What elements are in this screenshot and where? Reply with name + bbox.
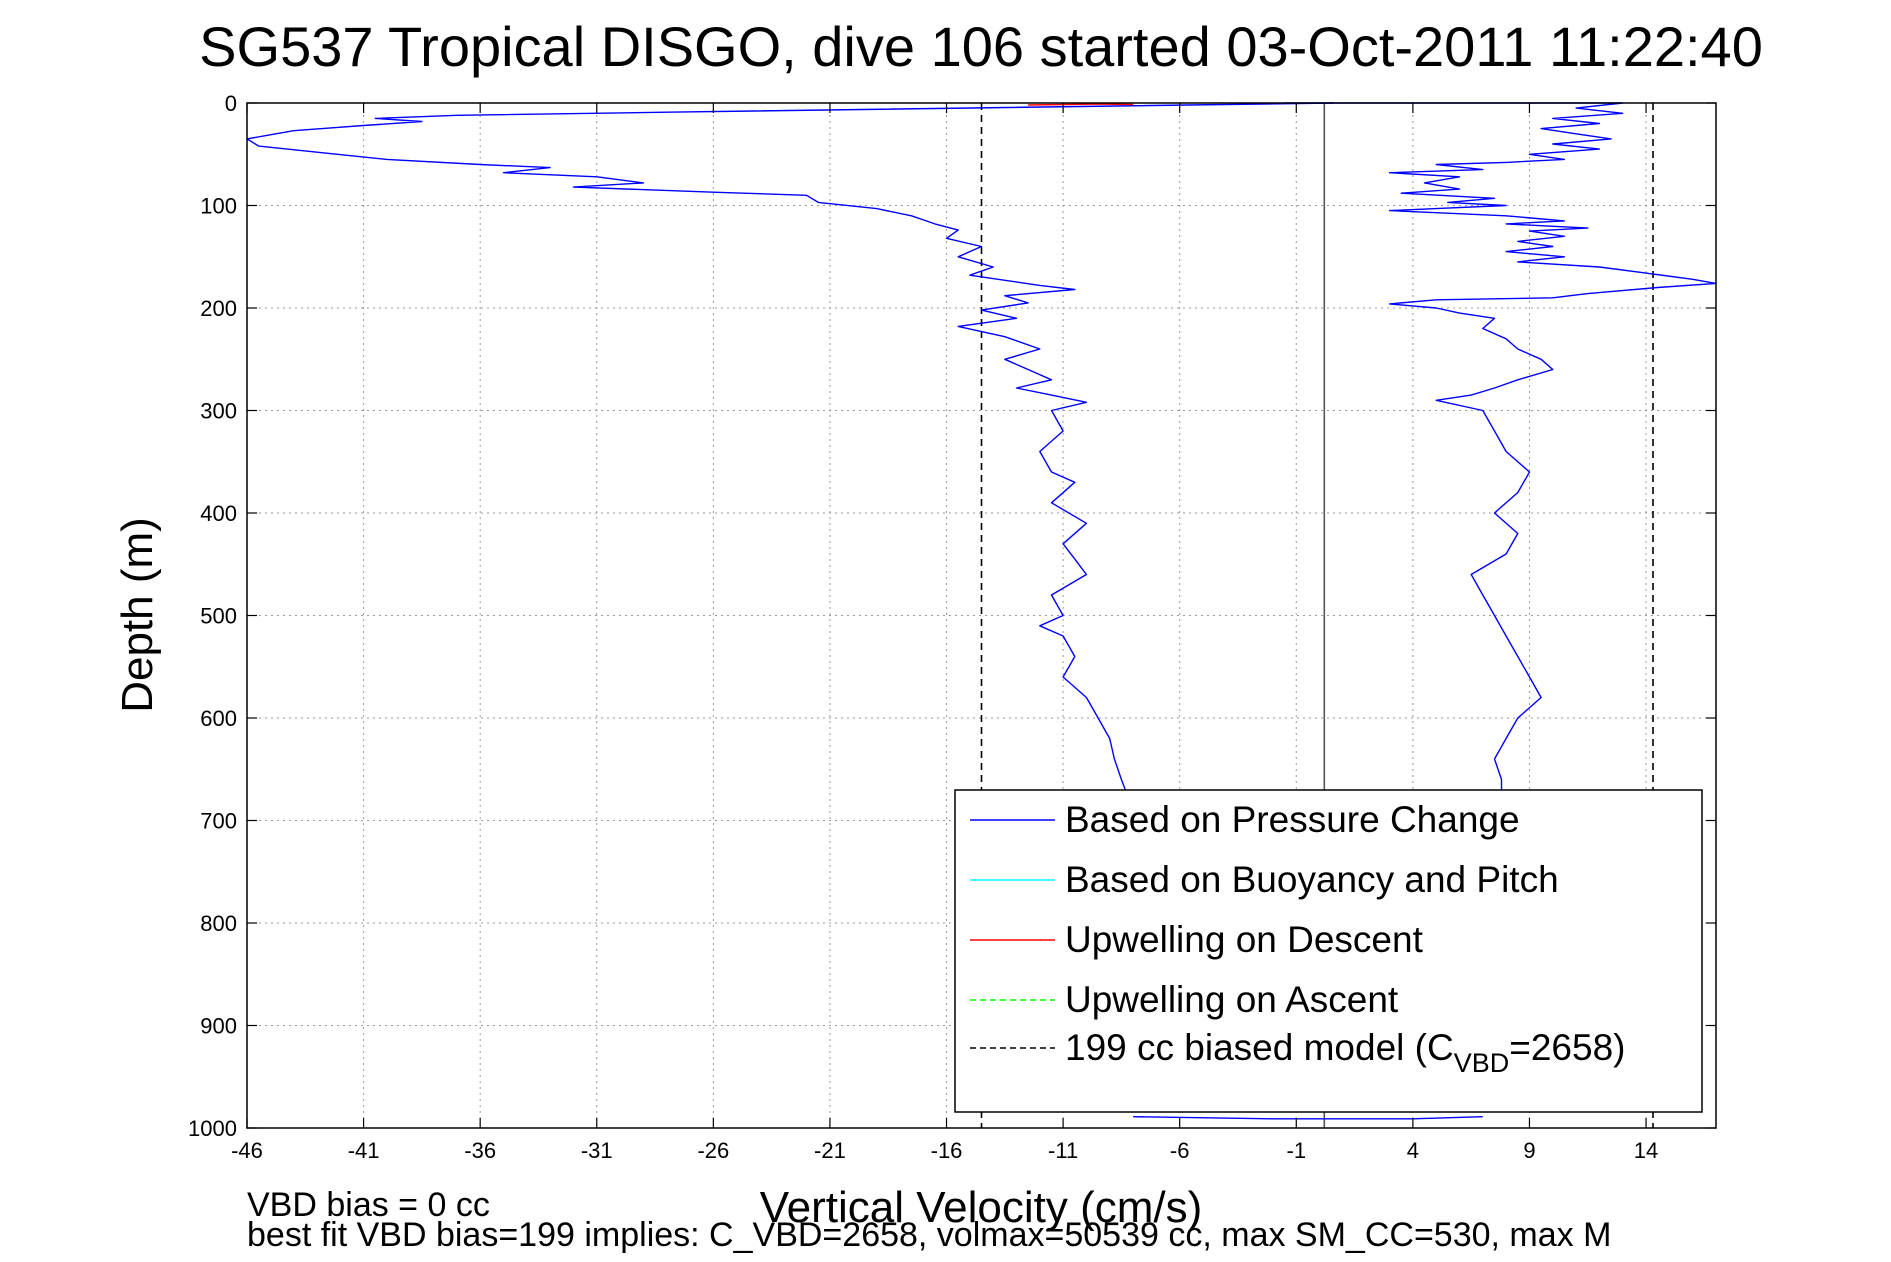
y-tick-label: 700	[200, 809, 237, 834]
y-tick-label: 0	[225, 91, 237, 116]
legend-label-subscript: VBD	[1454, 1048, 1510, 1078]
series-line-upwelling-on-descent	[1028, 103, 1134, 106]
x-tick-label: -46	[231, 1138, 263, 1163]
y-tick-label: 100	[200, 194, 237, 219]
x-tick-label: -41	[348, 1138, 380, 1163]
x-tick-label: -26	[697, 1138, 729, 1163]
chart-title: SG537 Tropical DISGO, dive 106 started 0…	[199, 15, 1763, 78]
y-tick-label: 500	[200, 604, 237, 629]
x-tick-label: -16	[931, 1138, 963, 1163]
y-tick-label: 200	[200, 296, 237, 321]
best-fit-note: best fit VBD bias=199 implies: C_VBD=265…	[247, 1216, 1611, 1254]
legend-label: Upwelling on Descent	[1065, 919, 1424, 960]
x-tick-label: -31	[581, 1138, 613, 1163]
x-tick-label: -36	[464, 1138, 496, 1163]
y-tick-label: 600	[200, 706, 237, 731]
series-line-based-on-pressure-change	[1284, 102, 1717, 798]
series-line-based-on-pressure-change	[246, 102, 1334, 799]
x-tick-label: -11	[1048, 1138, 1078, 1163]
axis-ticks: -46 -41 -36 -31 -26 -21 -16 -11 -6 -1 4 9 14 0 100 200 3…	[188, 91, 1716, 1163]
x-tick-label: 9	[1523, 1138, 1535, 1163]
x-tick-label: -6	[1170, 1138, 1190, 1163]
y-tick-label: 400	[200, 501, 237, 526]
y-tick-label: 800	[200, 911, 237, 936]
legend-box	[954, 789, 1703, 1113]
series-lines	[246, 102, 1717, 1120]
legend: Based on Pressure Change Based on Buoyanc…	[954, 789, 1703, 1113]
y-tick-label: 1000	[188, 1116, 237, 1141]
legend-label: Based on Buoyancy and Pitch	[1065, 859, 1559, 900]
x-axis-label: Vertical Velocity (cm/s)	[760, 1183, 1203, 1232]
x-tick-label: 4	[1407, 1138, 1419, 1163]
legend-label: Upwelling on Ascent	[1065, 979, 1399, 1020]
y-tick-label: 300	[200, 399, 237, 424]
y-tick-label: 900	[200, 1014, 237, 1039]
x-tick-label: -21	[814, 1138, 846, 1163]
x-tick-label: 14	[1634, 1138, 1658, 1163]
legend-label-suffix: =2658)	[1509, 1027, 1625, 1068]
series-line-based-on-pressure-change	[1133, 1116, 1483, 1120]
vbd-bias-note: VBD bias = 0 cc	[247, 1186, 490, 1224]
x-tick-label: -1	[1287, 1138, 1307, 1163]
legend-label: Based on Pressure Change	[1065, 799, 1520, 840]
y-axis-label: Depth (m)	[113, 517, 162, 713]
